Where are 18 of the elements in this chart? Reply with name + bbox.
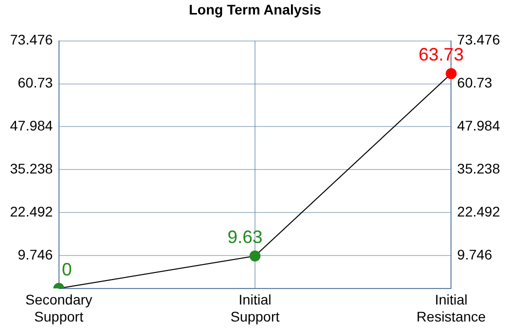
y2-tick-label: 47.984 <box>457 118 500 134</box>
y-tick-label: 47.984 <box>10 118 54 134</box>
y-tick-label: 73.476 <box>10 32 54 48</box>
y2-tick-label: 73.476 <box>457 32 500 48</box>
x-tick-label: Initial Support <box>230 292 280 324</box>
y2-tick-label: 9.746 <box>457 246 492 262</box>
x-tick-label: Secondary Support <box>25 292 92 324</box>
y2-tick-label: 35.238 <box>457 160 500 177</box>
chart-title: Long Term Analysis <box>188 1 322 18</box>
data-label: 9.63 <box>227 226 263 247</box>
y2-tick-label: 22.492 <box>457 203 500 220</box>
y-tick-label: 60.73 <box>18 74 54 91</box>
y-tick-label: 22.492 <box>10 203 54 220</box>
y-tick-label: 35.238 <box>10 160 54 177</box>
y-tick-label: 9.746 <box>18 246 54 262</box>
y2-tick-label: 60.73 <box>457 74 492 91</box>
data-label: 0 <box>62 259 72 280</box>
x-tick-label: Initial Resistance <box>416 292 486 324</box>
